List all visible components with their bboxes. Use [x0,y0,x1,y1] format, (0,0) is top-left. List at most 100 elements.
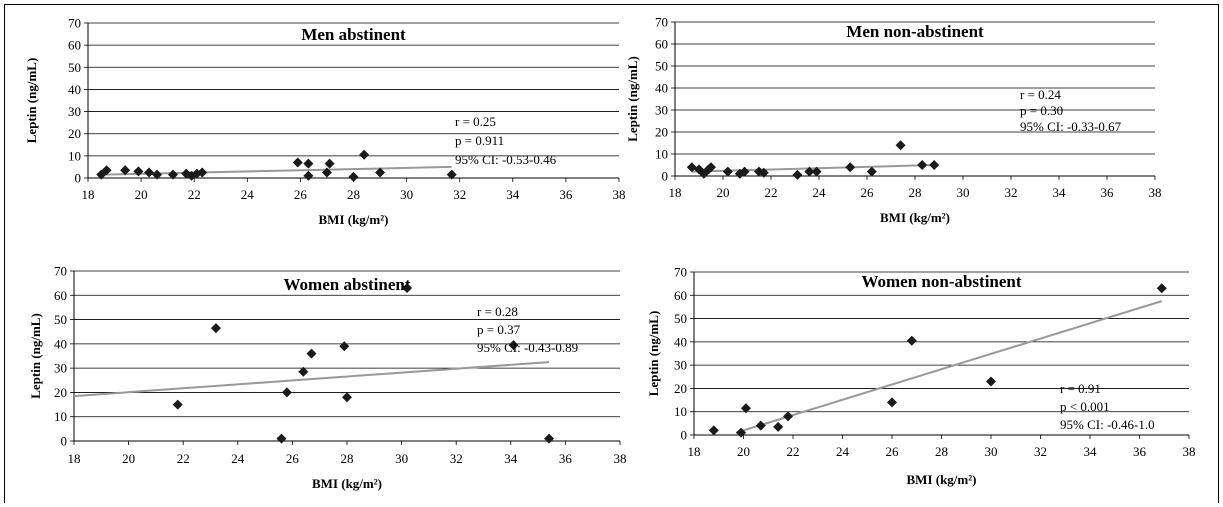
x-tick-label: 24 [836,444,850,459]
chart-panel-4: 0 10 20 30 40 50 60 70 18 20 22 24 26 28 30 32 34 36 38 Wom… [646,265,1196,488]
x-tick-label: 20 [135,187,148,202]
x-tick-label: 26 [294,187,308,202]
data-point [303,170,314,181]
x-tick-label: 32 [450,451,463,466]
y-tick-label: 70 [68,16,81,31]
data-point [706,162,716,173]
x-tick-label: 34 [1053,185,1067,200]
y-tick-label: 0 [681,428,688,443]
y-tick-label: 50 [674,311,687,326]
stats-label: 95% CI: -0.53-0.46 [455,152,557,167]
y-tick-label: 10 [68,148,81,163]
x-tick-label: 22 [188,187,201,202]
stats-label: r = 0.91 [1060,381,1101,396]
data-point [783,411,794,422]
frame-left-border [4,4,5,503]
data-point [120,165,131,176]
y-tick-label: 70 [674,265,687,280]
y-tick-label: 10 [674,404,687,419]
x-tick-label: 28 [341,451,354,466]
x-tick-label: 20 [122,451,135,466]
x-tick-label: 20 [717,185,730,200]
y-tick-label: 60 [54,288,67,303]
x-tick-label: 36 [559,451,573,466]
y-tick-label: 30 [655,103,668,118]
stats-label: p = 0.30 [1020,103,1063,118]
stats-label: p = 0.37 [477,322,521,337]
y-axis-label: Leptin (ng/mL) [646,311,661,397]
stats-label: p = 0.911 [455,133,504,148]
data-point [298,366,309,377]
y-tick-label: 20 [655,125,668,140]
stats-label: r = 0.28 [477,304,518,319]
stats-label: r = 0.25 [455,114,496,129]
y-tick-label: 50 [655,59,668,74]
stats-label: 95% CI: -0.46-1.0 [1060,417,1155,432]
data-point [811,166,822,177]
data-point [210,323,221,334]
y-tick-label: 60 [655,37,668,52]
data-point [402,283,413,293]
x-tick-label: 18 [82,187,95,202]
frame-top-border [4,4,1219,5]
data-point [324,158,335,169]
data-point [342,392,352,403]
data-point [722,166,733,177]
data-point [866,166,877,177]
data-point [281,387,292,398]
data-point [929,160,940,170]
data-point [375,167,386,178]
chart-panel-2: 0 10 20 30 40 50 60 70 18 20 22 24 26 28 30 32 34 36 38 Men… [625,15,1162,226]
x-tick-label: 30 [957,185,970,200]
x-tick-label: 34 [504,451,518,466]
x-tick-label: 32 [453,187,466,202]
x-tick-label: 30 [395,451,408,466]
x-axis-label: BMI (kg/m²) [880,210,950,225]
data-point [508,340,519,351]
x-axis-label: BMI (kg/m²) [907,472,977,487]
x-tick-label: 32 [1034,444,1047,459]
y-tick-label: 0 [75,171,82,186]
data-point [736,427,747,438]
data-point [446,169,457,180]
data-point [906,335,917,346]
x-tick-label: 30 [400,187,413,202]
chart-title: Women non-abstinent [861,272,1021,291]
y-tick-label: 20 [674,381,687,396]
x-tick-label: 18 [669,185,682,200]
data-point [152,169,163,180]
data-point [1156,283,1167,294]
data-point [144,167,155,178]
data-point [758,167,769,178]
x-tick-label: 26 [886,444,900,459]
y-tick-label: 20 [54,385,67,400]
data-point [359,149,370,160]
x-tick-label: 24 [241,187,255,202]
x-tick-label: 36 [1133,444,1147,459]
data-point [804,166,815,177]
x-tick-label: 32 [1005,185,1018,200]
y-tick-label: 10 [54,409,67,424]
x-tick-label: 22 [177,451,190,466]
data-point [739,166,750,177]
data-point [986,376,996,387]
data-point [167,169,178,180]
data-point [321,167,332,178]
stats-label: 95% CI: -0.33-0.67 [1020,119,1122,134]
data-point [708,425,719,436]
x-tick-label: 28 [347,187,360,202]
y-tick-label: 0 [61,434,68,449]
data-point [792,169,803,180]
data-point [172,399,183,410]
trend-line [73,361,550,398]
x-tick-label: 22 [787,444,800,459]
y-axis-label: Leptin (ng/mL) [28,313,43,399]
x-tick-label: 26 [861,185,875,200]
stats-label: 95% CI: -0.43-0.89 [477,340,578,355]
data-point [339,341,350,352]
trend-line [691,164,935,173]
chart-panel-1: 0 10 20 30 40 50 60 70 18 20 22 24 26 28 30 32 34 36 38 Men… [24,16,626,228]
y-tick-label: 40 [674,334,687,349]
y-tick-label: 70 [54,264,67,279]
